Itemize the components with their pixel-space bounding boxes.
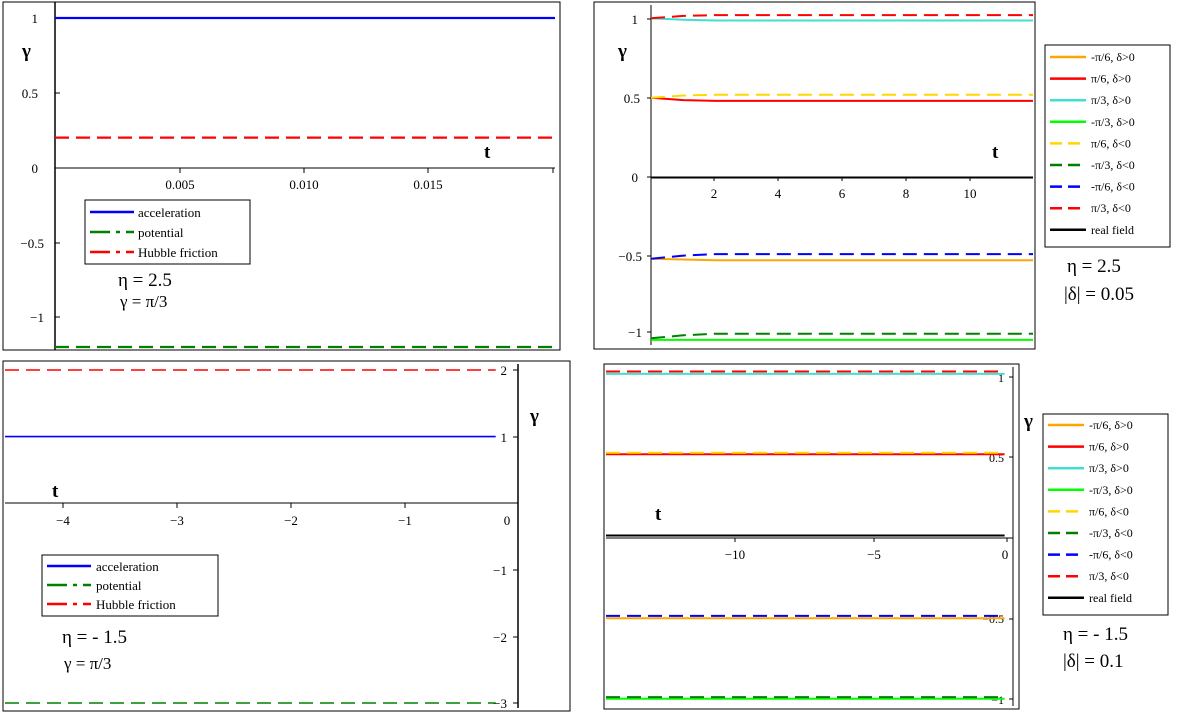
panel-4-xlabel: t [655,504,662,525]
panel-1-xtick: 0.005 [165,177,194,192]
legend-label: π/3, δ>0 [1091,93,1131,107]
panel-4-border [603,363,1020,710]
series-line-3 [650,17,1033,22]
legend-label: π/6, δ>0 [1091,72,1131,86]
panel-1-ytick: 0 [32,161,39,176]
panel-3-xtick: 0 [504,513,511,528]
panel-2-xtick: 8 [903,186,910,201]
panel-2-ytick: 1 [632,12,639,27]
panel-3: 2 1 −1 −2 −3 −4 −3 −2 −1 0 γ t accelerat… [2,360,571,712]
panel-2-legend-entries: -π/6, δ>0 π/6, δ>0 π/3, δ>0 -π/3, δ>0 π/6, δ… [1050,50,1135,237]
panel-1-ytick: −0.5 [20,236,44,251]
panel-3-legend-label: acceleration [96,559,159,574]
legend-label: -π/6, δ>0 [1089,418,1133,432]
legend-label: π/6, δ<0 [1091,136,1131,150]
panel-3-xtick: −1 [398,513,412,528]
series-line-8 [650,14,1033,20]
panel-3-ytick: −1 [493,563,507,578]
legend-label: -π/3, δ<0 [1091,158,1135,172]
legend-label: π/3, δ>0 [1089,461,1129,475]
panel-3-annotation: η = - 1.5 [62,627,127,648]
panel-3-ytick: −3 [493,696,507,711]
legend-label: -π/3, δ>0 [1089,483,1133,497]
series-line-6 [650,332,1033,340]
series-line-7 [650,253,1033,260]
panel-1-legend [84,199,251,265]
panel-1-xtick: 0.010 [289,177,318,192]
panel-1-border [2,1,561,351]
panel-1-legend-label: potential [138,225,184,240]
panel-1-xtick: 0.015 [413,177,442,192]
panel-4-ylabel: γ [1023,411,1033,432]
panel-3-xtick: −2 [284,513,298,528]
panel-3-xlabel: t [52,481,59,502]
panel-4-xtick: −10 [725,547,745,562]
legend-label: -π/3, δ<0 [1089,526,1133,540]
panel-1-ytick: 1 [32,11,39,26]
panel-2-ytick: 0 [632,170,639,185]
series-line-5 [650,93,1033,99]
legend-label: -π/6, δ<0 [1091,180,1135,194]
panel-3-xtick: −4 [56,513,70,528]
panel-3-ylabel: γ [529,406,539,427]
panel-2-series [650,14,1033,341]
panel-4-legend-entries: -π/6, δ>0 π/6, δ>0 π/3, δ>0 -π/3, δ>0 π/6, δ… [1048,418,1133,605]
panel-2-xtick: 2 [711,186,718,201]
panel-1-series [55,16,555,349]
panel-3-xtick: −3 [170,513,184,528]
legend-label: π/6, δ>0 [1089,440,1129,454]
panel-1-ylabel: γ [21,41,31,62]
series-line-1 [650,257,1033,262]
panel-2-ytick: −1 [628,325,642,340]
panel-2: 1 0.5 0 −0.5 −1 2 4 6 8 10 γ t -π/6, δ>0… [593,1,1171,350]
panel-1-legend-label: acceleration [138,205,201,220]
panel-3-legend-label: Hubble friction [96,597,176,612]
legend-label: -π/6, δ<0 [1089,548,1133,562]
panel-1-annotation: η = 2.5 [118,270,172,291]
panel-4-annotation: |δ| = 0.1 [1063,651,1124,672]
panel-3-series [5,369,496,704]
panel-3-legend-label: potential [96,578,142,593]
panel-2-annotation: |δ| = 0.05 [1064,284,1134,305]
panel-4-annotation: η = - 1.5 [1063,624,1128,645]
legend-label: π/3, δ<0 [1091,201,1131,215]
panel-2-annotation: η = 2.5 [1067,256,1121,277]
panel-4-series [606,370,1005,700]
panel-1-legend-label: Hubble friction [138,245,218,260]
panel-1-ytick: 0.5 [22,86,38,101]
panel-4-xtick: −5 [867,547,881,562]
panel-3-border [2,360,571,712]
panel-2-ytick: −0.5 [618,249,642,264]
panel-4-ytick: 1 [998,371,1004,385]
legend-label: π/6, δ<0 [1089,504,1129,518]
panel-2-xtick: 10 [964,186,977,201]
panel-3-annotation: γ = π/3 [63,654,111,673]
panel-2-xtick: 4 [775,186,782,201]
panel-1: 1 0.5 0 −0.5 −1 0.005 0.010 0.015 γ t ac… [2,1,561,351]
panel-1-annotation: γ = π/3 [119,292,167,311]
panel-2-border [593,1,1036,350]
legend-label: -π/3, δ>0 [1091,115,1135,129]
panel-2-ytick: 0.5 [624,91,640,106]
panel-3-ytick: 1 [501,430,508,445]
panel-3-ytick: 2 [501,363,508,378]
panel-2-xlabel: t [992,142,999,163]
panel-3-ytick: −2 [493,630,507,645]
panel-4: 1 0.5 −0.5 −1 −10 −5 0 γ t -π/6, δ>0π/6,… [603,363,1169,710]
legend-label: π/3, δ<0 [1089,569,1129,583]
legend-label: real field [1089,591,1132,605]
panel-1-xlabel: t [484,142,491,163]
panel-2-xtick: 6 [839,186,846,201]
legend-label: real field [1091,223,1134,237]
panel-4-xtick: 0 [1002,547,1009,562]
panel-4-ytick: −1 [991,693,1004,707]
legend-label: -π/6, δ>0 [1091,50,1135,64]
panel-2-ylabel: γ [617,41,627,62]
panel-1-ytick: −1 [30,310,44,325]
series-line-2 [650,96,1033,102]
